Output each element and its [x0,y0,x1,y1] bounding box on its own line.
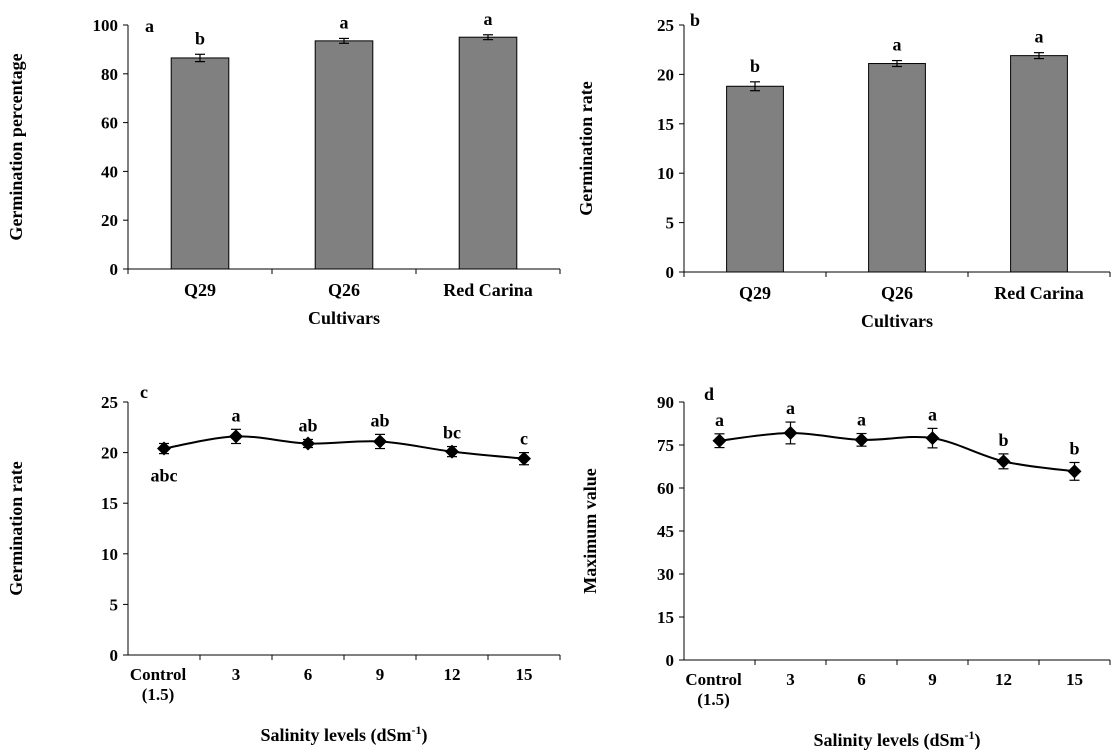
x-tick-label: 9 [928,670,937,689]
y-tick-label: 25 [101,393,118,412]
y-tick-label: 90 [657,393,674,412]
bar [868,63,926,273]
significance-letter: ab [370,410,389,430]
x-tick-label: 15 [1066,670,1083,689]
y-tick-label: 30 [657,565,674,584]
y-tick-label: 15 [657,115,674,134]
y-axis-label: Germination rate [6,461,26,595]
x-tick-label: Red Carina [994,283,1084,303]
y-tick-label: 100 [93,16,119,35]
chart-panel-b: 0 5 10 15 20 25 Germination rate b b Q29 a Q26 a Red … [576,10,1111,331]
data-point [1067,464,1082,479]
x-tick-label: Q26 [881,283,913,303]
x-tick-label: Q26 [328,280,360,300]
x-tick-label: 9 [376,665,385,684]
panel-letter: c [140,382,148,402]
data-point [229,429,243,444]
chart-panel-a: 0 20 40 60 80 100 Germination percentage a b Q29 a… [6,9,561,328]
y-tick-label: 10 [101,545,118,564]
y-tick-label: 5 [110,595,119,614]
significance-letter: c [520,429,528,449]
y-tick-label: 25 [657,16,674,35]
panel-letter: d [704,384,714,404]
significance-letter: a [857,410,866,430]
significance-letter: b [750,56,760,76]
y-tick-label: 45 [657,522,674,541]
bar [726,85,784,273]
data-point [445,444,459,459]
x-tick-label: 6 [857,670,866,689]
data-point [517,451,531,466]
panel-letter: b [690,10,700,30]
y-tick-label: 20 [657,65,674,84]
series-line [163,435,525,460]
significance-letter: b [1069,438,1079,458]
data-point [996,454,1011,469]
data-point [854,432,869,447]
x-tick-label: 6 [304,665,313,684]
x-axis-label: Salinity levels (dSm-1) [813,728,980,751]
x-axis-label: Salinity levels (dSm-1) [260,723,427,746]
data-point [712,433,727,448]
significance-letter: a [928,404,937,424]
x-tick-label: 12 [444,665,461,684]
significance-letter: a [340,12,349,32]
significance-letter: a [786,398,795,418]
data-point [157,441,171,456]
significance-letter: b [195,28,205,48]
significance-letter: a [232,405,241,425]
data-point [301,436,315,451]
y-tick-label: 5 [666,214,675,233]
significance-letter: ab [298,415,317,435]
y-tick-label: 40 [101,162,118,181]
y-tick-label: 75 [657,436,674,455]
data-point [373,434,387,449]
significance-letter: b [998,430,1008,450]
y-tick-label: 15 [101,494,118,513]
y-tick-label: 10 [657,164,674,183]
data-point [925,431,940,446]
bar [314,40,374,270]
significance-letter: a [893,35,902,55]
x-axis-label: Cultivars [861,311,933,331]
significance-letter: a [484,9,493,29]
panel-letter: a [145,16,154,36]
y-tick-label: 60 [101,114,118,133]
bar [170,57,230,270]
y-tick-label: 60 [657,479,674,498]
y-axis-label: Maximum value [580,468,600,594]
y-tick-label: 80 [101,65,118,84]
x-tick-label: Control (1.5) [130,665,187,704]
y-tick-label: 0 [666,263,675,282]
bar [1010,55,1068,273]
significance-letter: a [1035,27,1044,47]
y-tick-label: 0 [110,260,119,279]
y-tick-label: 0 [666,651,675,670]
x-tick-label: Q29 [739,283,771,303]
x-axis-label: Cultivars [308,308,380,328]
bar [458,36,518,270]
significance-letter: bc [443,423,461,443]
x-tick-label: Q29 [184,280,216,300]
y-tick-label: 0 [110,646,119,665]
x-tick-label: 3 [786,670,795,689]
y-axis-label: Germination rate [576,81,596,215]
x-tick-label: Control (1.5) [685,670,742,709]
y-tick-label: 20 [101,444,118,463]
x-tick-label: 12 [995,670,1012,689]
y-tick-label: 15 [657,608,674,627]
x-tick-label: 3 [232,665,241,684]
x-tick-label: Red Carina [443,280,533,300]
y-tick-label: 20 [101,211,118,230]
data-point [783,425,798,440]
x-tick-label: 15 [516,665,533,684]
significance-letter: abc [151,466,178,486]
significance-letter: a [715,410,724,430]
y-axis-label: Germination percentage [6,53,26,240]
series-line [719,431,1075,473]
